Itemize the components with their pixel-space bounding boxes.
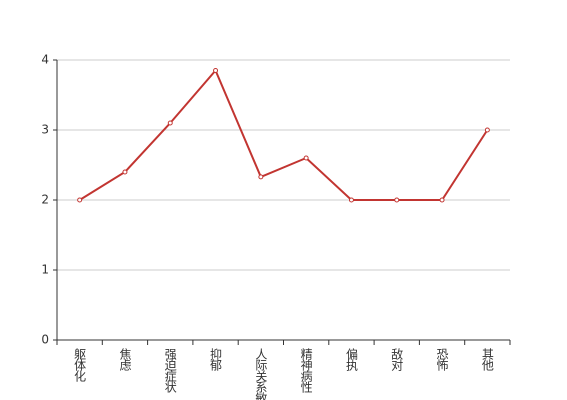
point <box>213 68 219 73</box>
point <box>394 197 400 203</box>
line <box>79 68 489 201</box>
point <box>122 169 128 175</box>
point <box>303 155 309 161</box>
point <box>439 197 445 203</box>
x-tick-label: 焦虑 <box>118 348 132 371</box>
point <box>77 197 83 203</box>
point <box>484 127 490 133</box>
point <box>348 197 354 203</box>
x-tick-label: 其他 <box>480 348 494 371</box>
y-tick-label: 2 <box>41 193 49 207</box>
y-tick-label: 3 <box>41 123 49 137</box>
x-tick-label: 精神病性 <box>299 348 313 394</box>
x-tick-label: 偏执 <box>344 347 358 372</box>
x-tick-label: 躯体化 <box>73 347 87 383</box>
x-tick-label: 人际关系敏感 <box>254 348 268 400</box>
point <box>258 174 264 180</box>
x-tick-label: 抑郁 <box>209 347 223 372</box>
x-tick-label: 强迫症状 <box>163 348 177 393</box>
y-tick-label: 0 <box>41 333 49 347</box>
x-tick-label: 敌对 <box>390 347 404 371</box>
point <box>167 120 173 126</box>
y-tick-label: 1 <box>41 263 49 277</box>
y-tick-label: 4 <box>41 53 49 67</box>
x-tick-label: 恐怖 <box>435 348 449 371</box>
